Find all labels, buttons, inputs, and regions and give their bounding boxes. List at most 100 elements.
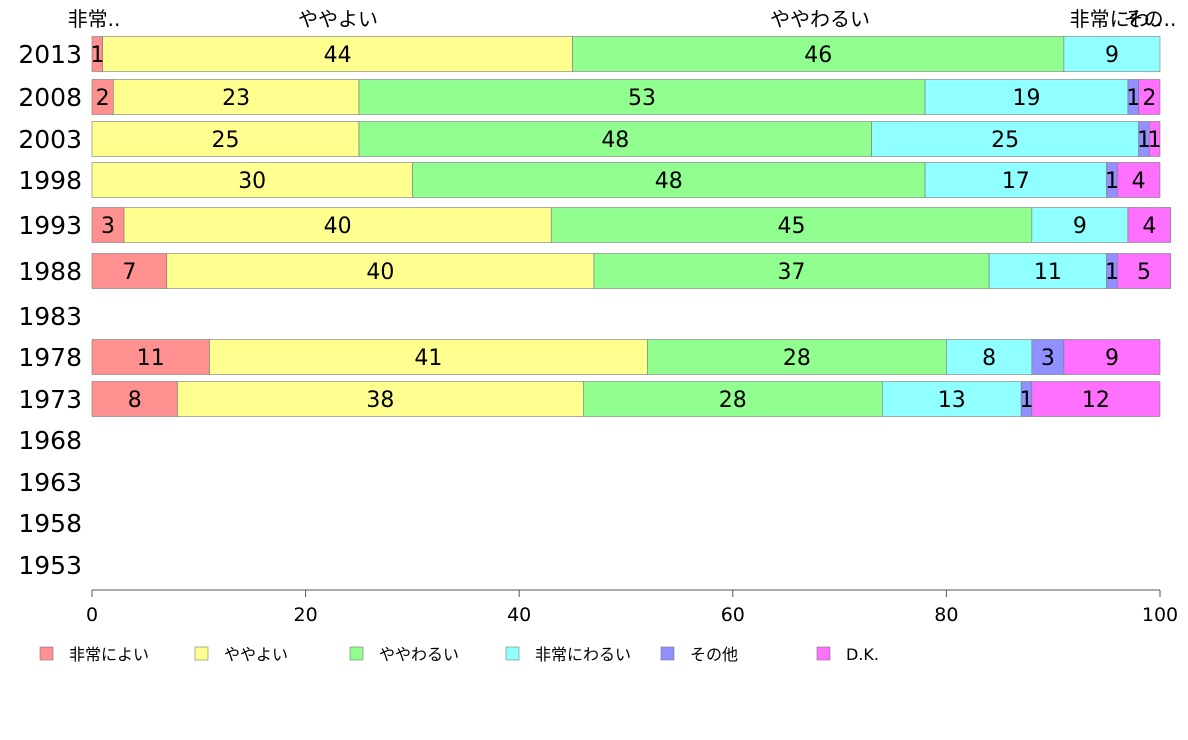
top-label-0: 非常.. — [68, 7, 121, 31]
data-label-1978-series-3: 8 — [982, 346, 996, 371]
legend-label-0: 非常によい — [69, 645, 149, 664]
legend-label-4: その他 — [690, 645, 738, 664]
data-label-2003-series-4: 1 — [1137, 128, 1151, 153]
data-label-1973-series-4: 1 — [1020, 388, 1034, 413]
data-label-2008-series-4: 1 — [1126, 86, 1140, 111]
bar-1978-series-0 — [91, 339, 210, 375]
bar-1978-series-2 — [647, 339, 947, 375]
data-label-1988-series-3: 11 — [1034, 260, 1062, 285]
bar-2008-series-2 — [358, 79, 926, 115]
data-label-1998-series-4: 1 — [1105, 169, 1119, 194]
data-label-1978-series-1: 41 — [414, 346, 442, 371]
top-label-1: ややよい — [298, 7, 378, 31]
category-label-1993: 1993 — [18, 211, 82, 240]
data-label-1993-series-2: 45 — [778, 214, 806, 239]
bar-1973-series-3 — [882, 381, 1022, 417]
x-tick-label-80: 80 — [934, 604, 958, 626]
bar-2003-series-2 — [358, 121, 872, 157]
bar-1988-series-5 — [1116, 253, 1171, 289]
legend-label-3: 非常にわるい — [535, 645, 631, 664]
data-label-1973-series-1: 38 — [366, 388, 394, 413]
data-label-2013-series-1: 44 — [324, 43, 352, 68]
data-label-1973-series-2: 28 — [719, 388, 747, 413]
x-tick-label-0: 0 — [86, 604, 98, 626]
data-label-2013-series-2: 46 — [804, 43, 832, 68]
bar-1988-series-0 — [91, 253, 168, 289]
x-tick-label-40: 40 — [507, 604, 531, 626]
bar-1998-series-2 — [412, 162, 926, 198]
data-label-2003-series-2: 48 — [601, 128, 629, 153]
x-tick-label-100: 100 — [1142, 604, 1178, 626]
bar-1998-series-3 — [924, 162, 1107, 198]
bar-1993-series-1 — [123, 207, 552, 243]
data-label-1993-series-3: 9 — [1073, 214, 1087, 239]
bar-2013-series-2 — [572, 36, 1065, 72]
legend-swatch-1 — [194, 646, 209, 661]
bar-1978-series-5 — [1063, 339, 1161, 375]
data-label-1993-series-0: 3 — [101, 214, 115, 239]
data-label-2003-series-5: 1 — [1148, 128, 1162, 153]
bar-1993-series-2 — [550, 207, 1033, 243]
data-label-1998-series-5: 4 — [1132, 169, 1146, 194]
bar-1988-series-2 — [593, 253, 990, 289]
data-label-2008-series-2: 53 — [628, 86, 656, 111]
category-label-1988: 1988 — [18, 257, 82, 286]
data-label-1978-series-0: 11 — [137, 346, 165, 371]
data-label-2008-series-5: 2 — [1142, 86, 1156, 111]
bar-1973-series-0 — [91, 381, 178, 417]
legend-swatch-0 — [39, 646, 54, 661]
data-label-1988-series-1: 40 — [366, 260, 394, 285]
category-label-2003: 2003 — [18, 125, 82, 154]
data-label-1978-series-2: 28 — [783, 346, 811, 371]
legend-swatch-4 — [660, 646, 675, 661]
bar-1978-series-1 — [209, 339, 648, 375]
bar-1988-series-3 — [988, 253, 1107, 289]
data-label-2008-series-1: 23 — [222, 86, 250, 111]
data-label-2003-series-1: 25 — [212, 128, 240, 153]
category-label-1963: 1963 — [18, 468, 82, 497]
bar-1993-series-5 — [1127, 207, 1171, 243]
bar-2013-series-3 — [1063, 36, 1161, 72]
legend-label-2: ややわるい — [379, 645, 459, 664]
data-label-2003-series-3: 25 — [991, 128, 1019, 153]
data-label-2008-series-0: 2 — [96, 86, 110, 111]
category-label-2008: 2008 — [18, 83, 82, 112]
bar-2003-series-5 — [1149, 121, 1161, 157]
data-label-1978-series-4: 3 — [1041, 346, 1055, 371]
data-label-1973-series-3: 13 — [938, 388, 966, 413]
bar-2008-series-1 — [113, 79, 360, 115]
data-label-1993-series-5: 4 — [1142, 214, 1156, 239]
x-tick-label-60: 60 — [721, 604, 745, 626]
data-label-1988-series-4: 1 — [1105, 260, 1119, 285]
top-label-4: その.. — [1124, 7, 1177, 31]
category-label-1968: 1968 — [18, 426, 82, 455]
data-label-1998-series-3: 17 — [1002, 169, 1030, 194]
x-tick-label-20: 20 — [294, 604, 318, 626]
data-label-1978-series-5: 9 — [1105, 346, 1119, 371]
top-label-2: ややわるい — [770, 7, 870, 31]
data-label-1988-series-0: 7 — [122, 260, 136, 285]
legend-swatch-3 — [505, 646, 520, 661]
data-label-1988-series-5: 5 — [1137, 260, 1151, 285]
bar-1978-series-4 — [1031, 339, 1065, 375]
bar-1973-series-1 — [177, 381, 584, 417]
bar-1973-series-2 — [582, 381, 883, 417]
bar-2008-series-3 — [924, 79, 1129, 115]
data-label-2013-series-0: 1 — [90, 43, 104, 68]
legend-label-5: D.K. — [846, 645, 879, 664]
category-label-1998: 1998 — [18, 166, 82, 195]
bar-2003-series-3 — [871, 121, 1139, 157]
category-label-1978: 1978 — [18, 343, 82, 372]
data-label-2008-series-3: 19 — [1013, 86, 1041, 111]
data-label-1973-series-0: 8 — [128, 388, 142, 413]
legend-label-1: ややよい — [224, 645, 288, 664]
category-label-1953: 1953 — [18, 551, 82, 580]
bar-1993-series-3 — [1031, 207, 1129, 243]
data-label-1998-series-1: 30 — [238, 169, 266, 194]
category-label-1983: 1983 — [18, 302, 82, 331]
category-label-1973: 1973 — [18, 385, 82, 414]
data-label-1973-series-5: 12 — [1082, 388, 1110, 413]
legend-swatch-2 — [349, 646, 364, 661]
